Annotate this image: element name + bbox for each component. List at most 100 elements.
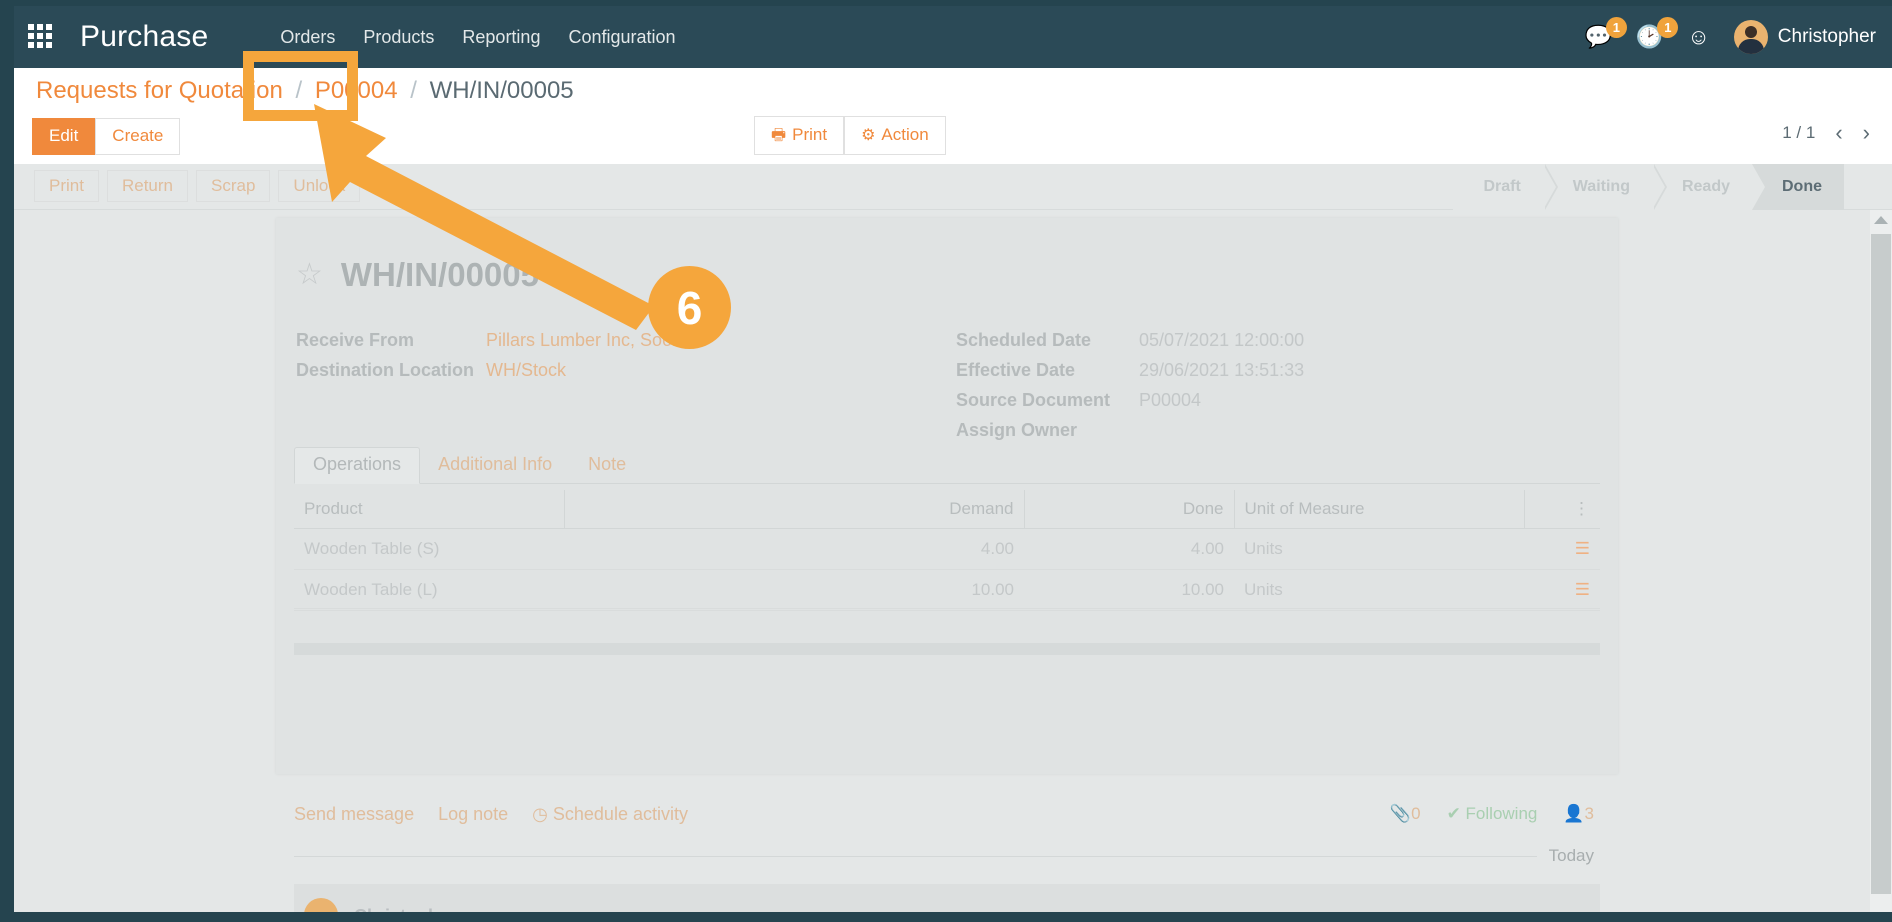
tab-operations[interactable]: Operations (294, 447, 421, 484)
record-name: WH/IN/00005 (340, 256, 539, 293)
navbar-right-group: 💬 1 🕑 1 ☺ Christopher (1585, 6, 1876, 68)
following-button[interactable]: ✔ Following (1447, 804, 1538, 824)
record-buttons: Edit Create (32, 118, 181, 155)
vertical-scrollbar-thumb[interactable] (1871, 234, 1891, 894)
list-lines-icon[interactable]: ☰ (1574, 580, 1590, 599)
followers-count: 3 (1584, 804, 1594, 823)
message-avatar (304, 898, 338, 912)
divider-line (294, 855, 1537, 857)
clock-icon: 🕑 (1635, 24, 1664, 49)
control-panel: Requests for Quotation / P00004 / WH/IN/… (14, 68, 1892, 164)
print-workflow-button[interactable]: Print (34, 170, 99, 202)
cell-product: Wooden Table (S) (294, 528, 564, 570)
return-button[interactable]: Return (106, 170, 188, 202)
user-icon: 👤 (1563, 804, 1585, 823)
avatar (1733, 20, 1768, 54)
tab-note[interactable]: Note (588, 454, 627, 474)
send-message-button[interactable]: Send message (294, 804, 415, 824)
tab-additional-info[interactable]: Additional Info (438, 454, 553, 474)
chatter: Send message Log note ◷ Schedule activit… (276, 796, 1618, 912)
field-label-scheduled-date: Scheduled Date (956, 330, 1092, 350)
stage-ready[interactable]: Ready (1651, 164, 1768, 210)
followers-counter[interactable]: 👤3 (1563, 804, 1594, 824)
clock-icon: ◷ (532, 804, 548, 824)
form-group-left: Receive From Pillars Lumber Inc, Soon Te… (296, 330, 906, 381)
field-value-effective-date[interactable]: 29/06/2021 13:51:33 (1139, 360, 1305, 380)
scroll-up-arrow-icon[interactable] (1872, 212, 1890, 228)
action-label: Action (881, 125, 929, 144)
log-note-button[interactable]: Log note (438, 804, 509, 824)
column-header-demand[interactable]: Demand (563, 490, 1024, 529)
record-title: ☆ WH/IN/00005 (296, 256, 539, 294)
field-label-effective-date: Effective Date (956, 360, 1076, 380)
gear-icon: ⚙ (861, 127, 876, 144)
cell-uom: Units (1234, 569, 1524, 611)
chevron-right-icon[interactable]: › (1862, 120, 1870, 145)
menu-item-reporting[interactable]: Reporting (462, 26, 541, 47)
column-header-done[interactable]: Done (1023, 490, 1234, 529)
breadcrumb-parent[interactable]: P00004 (314, 77, 398, 104)
field-label-source-document: Source Document (956, 390, 1111, 410)
message-item[interactable]: Christoph (294, 884, 1600, 912)
messages-menu[interactable]: 💬 1 (1585, 17, 1627, 48)
cell-demand: 4.00 (564, 528, 1024, 570)
chatter-actions: Send message Log note ◷ Schedule activit… (294, 804, 688, 825)
notebook-tabs: Operations Additional Info Note (294, 447, 1600, 484)
user-menu[interactable]: Christopher (1733, 20, 1876, 54)
paperclip-icon: 📎 (1389, 804, 1412, 823)
star-outline-icon[interactable]: ☆ (296, 258, 323, 291)
app-title: Purchase (80, 20, 209, 53)
list-lines-icon[interactable]: ☰ (1574, 539, 1590, 558)
field-value-destination-location[interactable]: WH/Stock (486, 360, 567, 380)
cell-product: Wooden Table (L) (294, 569, 564, 611)
edit-button[interactable]: Edit (32, 118, 96, 155)
vertical-dots-icon[interactable]: ⋮ (1523, 490, 1600, 529)
smiley-faces-icon: ☺ (1687, 24, 1710, 49)
cell-demand: 10.00 (564, 569, 1024, 611)
attachments-counter[interactable]: 📎0 (1390, 804, 1421, 824)
form-group-right: Scheduled Date 05/07/2021 12:00:00 Effec… (956, 330, 1469, 441)
sheet-placeholder-bar (294, 643, 1600, 655)
scrap-button[interactable]: Scrap (196, 170, 271, 202)
chevron-left-icon[interactable]: ‹ (1835, 120, 1843, 145)
check-icon: ✔ (1446, 804, 1461, 823)
column-header-unit-of-measure[interactable]: Unit of Measure (1233, 490, 1524, 529)
top-navbar: Purchase Orders Products Reporting Confi… (14, 6, 1892, 68)
field-value-receive-from[interactable]: Pillars Lumber Inc, Soon Te (486, 330, 706, 350)
print-action-buttons: 🖶 Print ⚙ Action (754, 116, 946, 155)
print-dropdown-button[interactable]: 🖶 Print (754, 116, 845, 155)
stage-done[interactable]: Done (1752, 164, 1844, 210)
column-header-product[interactable]: Product (294, 490, 564, 529)
menu-item-products[interactable]: Products (363, 26, 435, 47)
stage-draft[interactable]: Draft (1453, 164, 1559, 210)
message-author: Christoph (354, 906, 439, 912)
field-label-receive-from: Receive From (296, 330, 415, 350)
unlock-button[interactable]: Unlock (278, 170, 361, 202)
field-label-assign-owner: Assign Owner (956, 420, 1078, 440)
mood-menu[interactable]: ☺ (1687, 26, 1709, 48)
username-label: Christopher (1777, 26, 1876, 47)
create-button[interactable]: Create (95, 118, 181, 155)
printer-icon: 🖶 (771, 127, 787, 144)
workflow-buttons: Print Return Scrap Unlock (34, 170, 361, 202)
breadcrumb: Requests for Quotation / P00004 / WH/IN/… (36, 77, 574, 105)
breadcrumb-root[interactable]: Requests for Quotation (36, 77, 283, 104)
table-header-row: Product Demand Done Unit of Measure ⋮ (294, 490, 1600, 529)
table-row[interactable]: Wooden Table (L) 10.00 10.00 Units ☰ (294, 569, 1600, 611)
menu-item-configuration[interactable]: Configuration (568, 26, 676, 47)
today-divider: Today (294, 846, 1600, 866)
stage-waiting[interactable]: Waiting (1542, 164, 1668, 210)
field-value-scheduled-date[interactable]: 05/07/2021 12:00:00 (1139, 330, 1305, 350)
menu-item-orders[interactable]: Orders (280, 26, 336, 47)
operations-table: Product Demand Done Unit of Measure ⋮ Wo… (294, 490, 1600, 611)
chatter-meta: 📎0 ✔ Following 👤3 (1390, 804, 1594, 824)
activities-menu[interactable]: 🕑 1 (1635, 17, 1679, 49)
table-row[interactable]: Wooden Table (S) 4.00 4.00 Units ☰ (294, 528, 1600, 570)
apps-grid-icon[interactable] (28, 24, 54, 50)
following-label: Following (1465, 804, 1538, 823)
schedule-activity-button[interactable]: ◷ Schedule activity (532, 804, 688, 825)
field-value-source-document[interactable]: P00004 (1139, 390, 1202, 410)
action-dropdown-button[interactable]: ⚙ Action (844, 116, 946, 155)
field-value-assign-owner[interactable] (1139, 420, 1469, 441)
browser-viewport: Purchase Orders Products Reporting Confi… (14, 6, 1892, 912)
